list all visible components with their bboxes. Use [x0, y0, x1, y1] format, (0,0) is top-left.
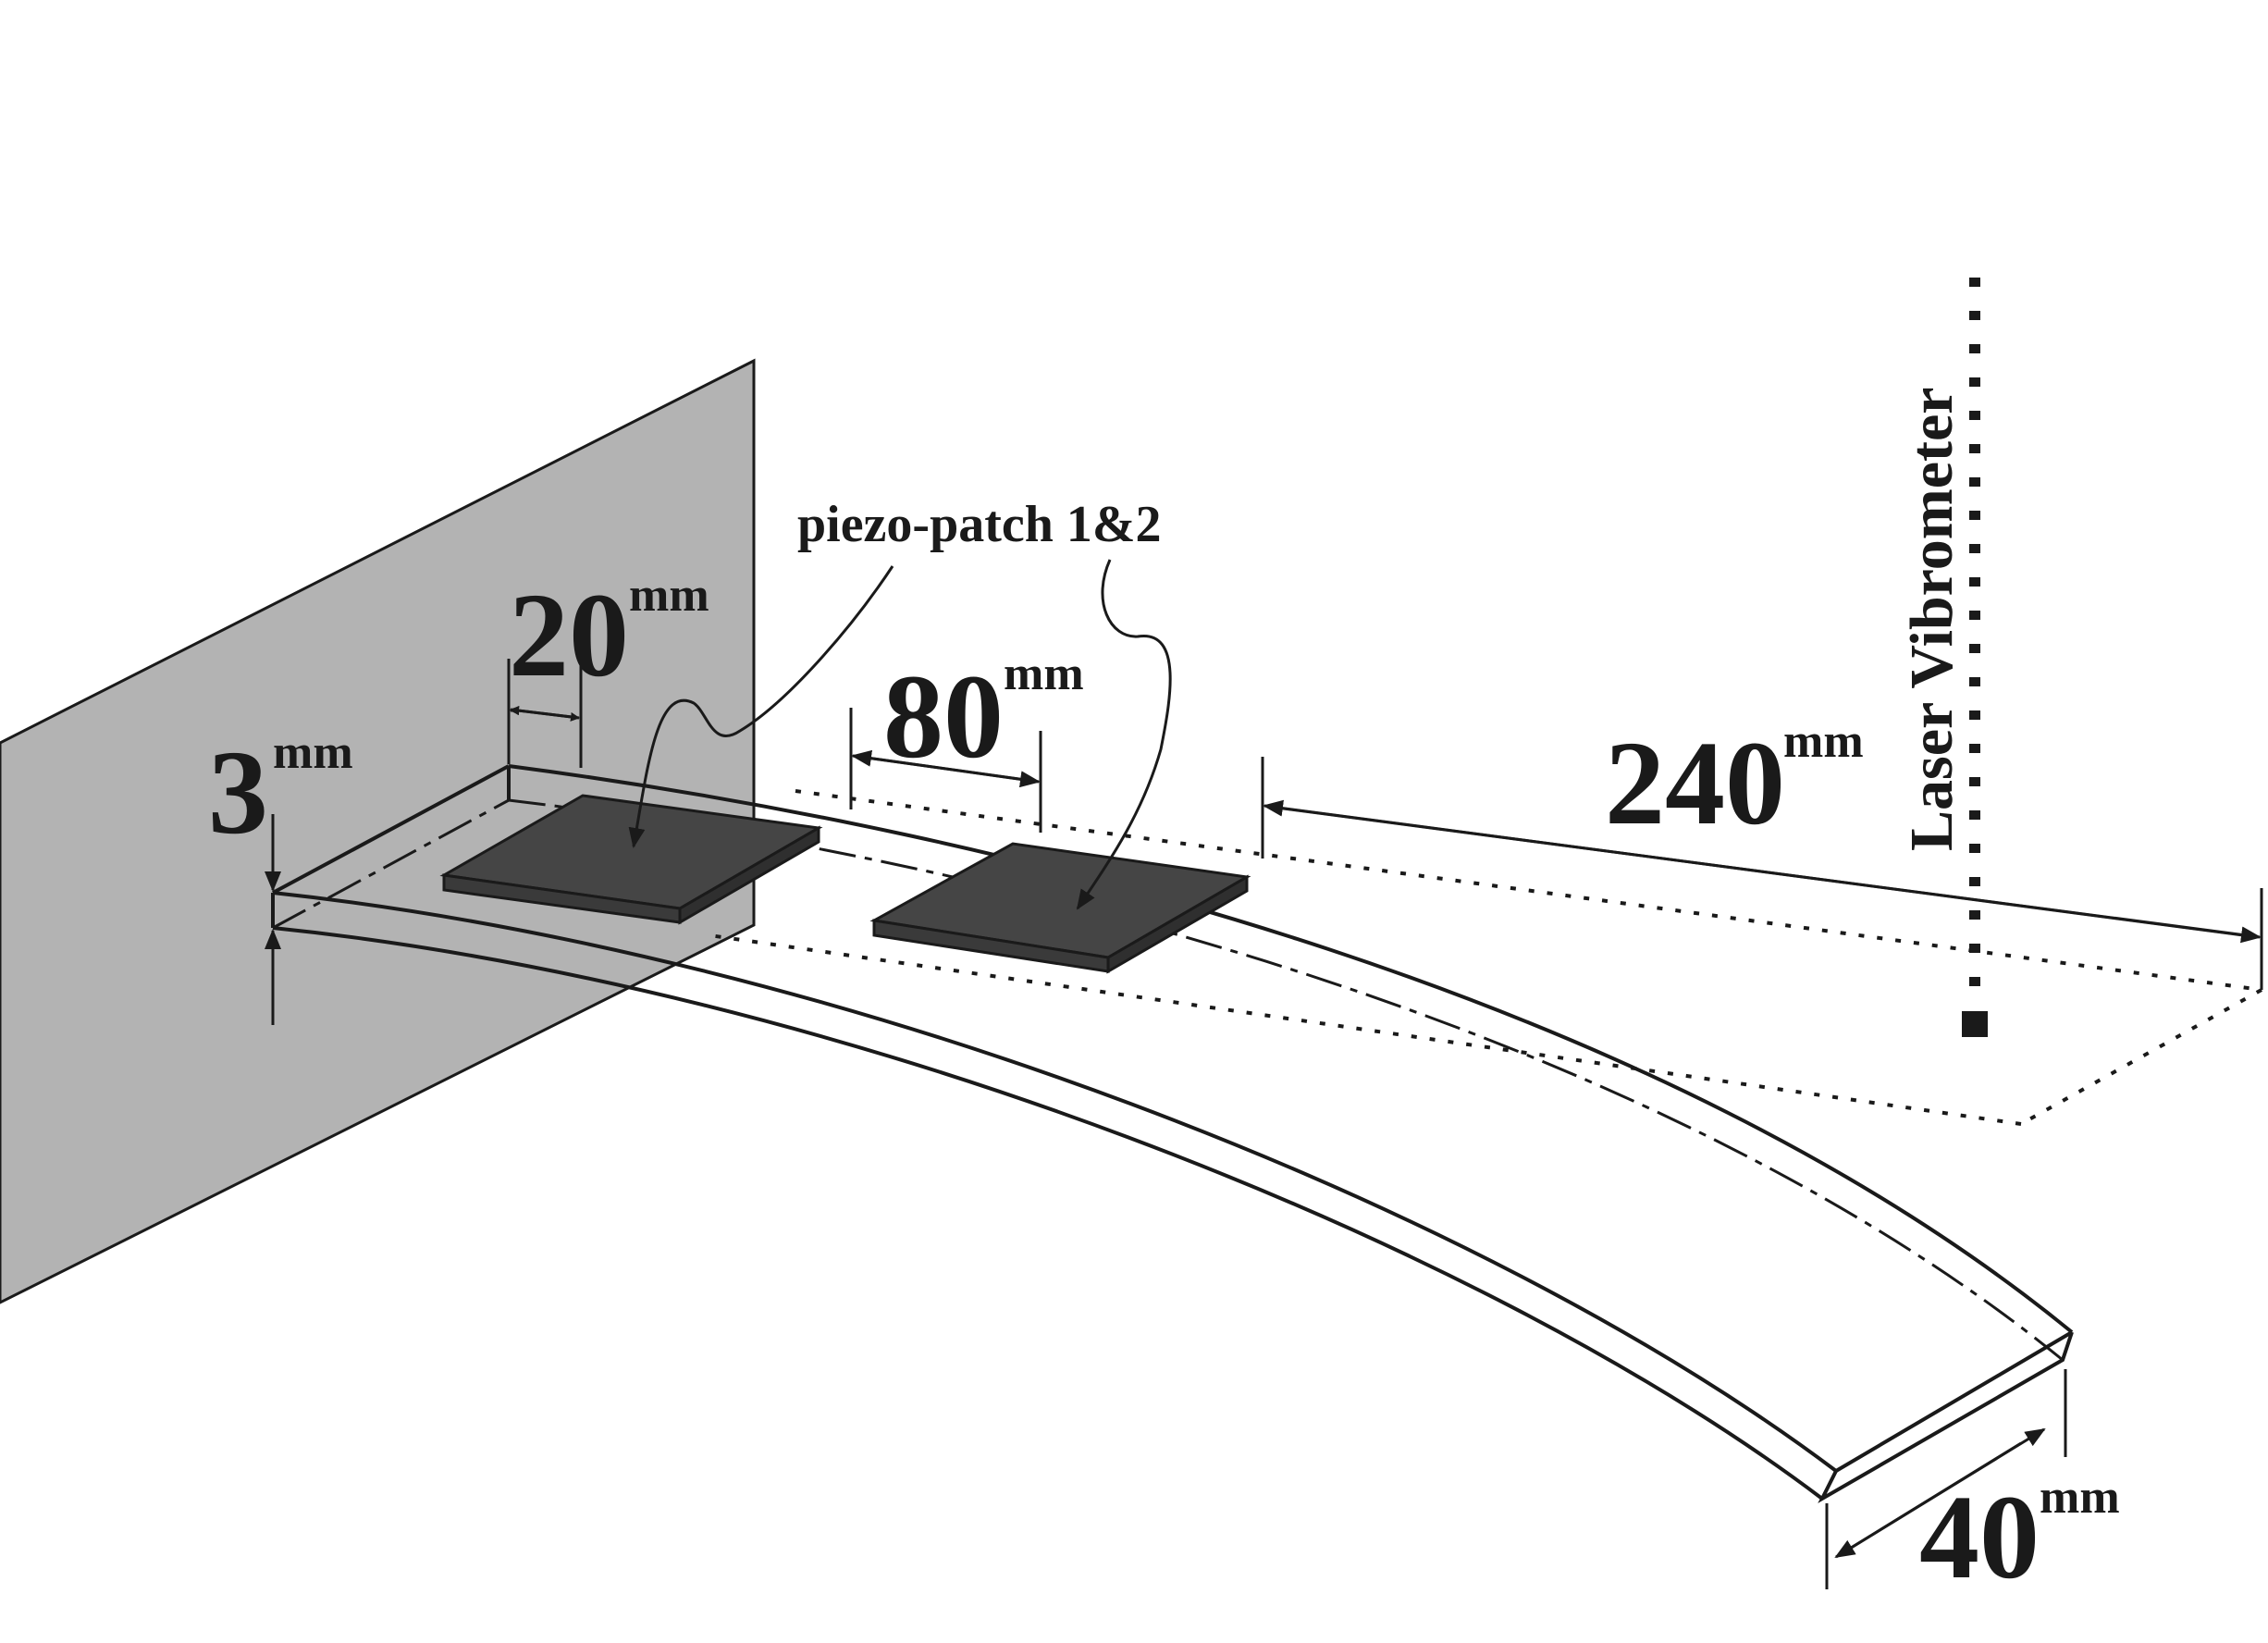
dim-80-label: 80 mm: [883, 648, 1084, 784]
piezo-patch-1: [439, 794, 823, 925]
dim-80-value: 80: [883, 650, 1004, 784]
dim-40-unit: mm: [2040, 1471, 2120, 1524]
clamp-wall: [0, 358, 756, 1304]
dim-3-unit: mm: [273, 726, 353, 779]
dim-40-value: 40: [1919, 1471, 2040, 1604]
dim-3-label: 3 mm: [208, 726, 353, 859]
leader-arrow-patch-1: [628, 565, 894, 848]
dim-80-unit: mm: [1004, 648, 1084, 700]
leader-arrow-patch-2: [1076, 559, 1172, 910]
dim-20: [507, 659, 583, 768]
dim-240-value: 240: [1605, 717, 1785, 850]
piezo-patch-2: [869, 842, 1251, 974]
dim-80: [849, 708, 1042, 833]
dim-20-label: 20 mm: [509, 569, 709, 702]
dim-40: [1825, 1369, 2067, 1589]
dim-240: [1261, 757, 2263, 990]
dim-240-unit: mm: [1783, 715, 1864, 768]
dim-20-value: 20: [509, 569, 629, 702]
laser-spot: [1962, 1011, 1988, 1037]
dim-20-unit: mm: [629, 569, 709, 622]
dim-40-label: 40 mm: [1919, 1471, 2120, 1604]
laser-vibrometer-text: Laser Vibrometer: [1898, 387, 1966, 851]
piezo-patch-label: piezo-patch 1&2: [797, 496, 1162, 553]
dim-240-label: 240 mm: [1605, 715, 1864, 850]
dim-3-value: 3: [208, 726, 268, 859]
